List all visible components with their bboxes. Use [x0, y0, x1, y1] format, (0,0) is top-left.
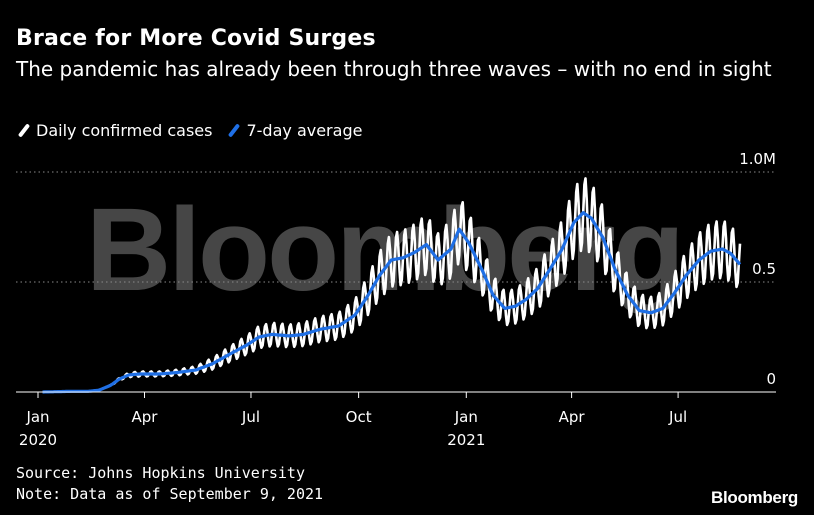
bloomberg-logo: Bloomberg	[710, 488, 798, 507]
x-tick-label: Jul	[241, 408, 260, 426]
x-tick-label: Jan	[454, 408, 478, 426]
x-tick-label: Apr	[559, 408, 586, 426]
data-note: Note: Data as of September 9, 2021	[16, 485, 324, 503]
legend-item-daily: Daily confirmed cases	[16, 121, 212, 140]
legend: Daily confirmed cases 7-day average	[16, 121, 376, 140]
x-tick-label: Jan	[25, 408, 49, 426]
legend-label-daily: Daily confirmed cases	[36, 121, 213, 140]
x-axis-ticks: Jan 2020 Apr Jul Oct Jan 2021 Apr Jul	[19, 392, 687, 449]
y-tick-label: 0.5	[752, 260, 776, 278]
footer-notes: Source: Johns Hopkins University Note: D…	[16, 463, 323, 505]
chart-title: Brace for More Covid Surges	[16, 26, 376, 51]
chart-subtitle: The pandemic has already been through th…	[16, 57, 772, 81]
legend-label-average: 7-day average	[246, 121, 363, 140]
x-tick-label: Oct	[346, 408, 372, 426]
x-tick-year-label: 2021	[447, 431, 485, 449]
source-note: Source: Johns Hopkins University	[16, 464, 305, 482]
y-tick-label: 1.0M	[739, 150, 776, 168]
x-tick-label: Apr	[132, 408, 159, 426]
series-line-daily	[42, 177, 742, 394]
series-line-average	[42, 211, 742, 394]
legend-item-average: 7-day average	[226, 121, 362, 140]
y-axis-labels: 0 0.5 1.0M	[739, 150, 776, 388]
grid-lines	[16, 171, 776, 283]
x-tick-label: Jul	[668, 408, 687, 426]
x-tick-year-label: 2020	[19, 431, 57, 449]
y-tick-label: 0	[766, 370, 776, 388]
